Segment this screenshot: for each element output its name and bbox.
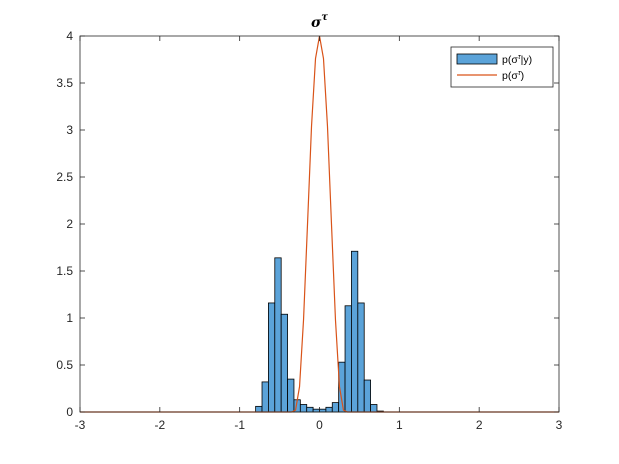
histogram-bar — [306, 406, 314, 413]
x-tick-label: 2 — [476, 418, 483, 432]
x-tick-label: -1 — [234, 418, 245, 432]
histogram-bar — [287, 378, 295, 413]
x-tick-label: 3 — [556, 418, 563, 432]
y-tick-label: 2 — [66, 217, 73, 231]
histogram-bar — [363, 379, 371, 413]
histogram-bar — [312, 408, 320, 413]
y-tick-label: 1.5 — [56, 264, 73, 278]
chart-title: στ — [311, 12, 328, 31]
histogram-bar — [255, 405, 263, 413]
y-tick-label: 3.5 — [56, 76, 73, 90]
legend: p(στ|y) p(στ) — [450, 46, 554, 88]
histogram-bar — [280, 313, 288, 413]
title-base: σ — [311, 15, 322, 31]
histogram-bar — [274, 257, 282, 413]
y-tick-label: 0 — [66, 405, 73, 419]
legend-label: p(στ) — [502, 68, 524, 82]
x-tick-label: 1 — [396, 418, 403, 432]
chart-title-text: στ — [311, 12, 328, 31]
axis-ticks — [79, 35, 560, 413]
histogram-bar — [319, 408, 327, 413]
histogram-bar — [344, 305, 352, 413]
plot-area — [80, 36, 559, 412]
histogram-bar — [370, 404, 378, 413]
y-tick-label: 0.5 — [56, 358, 73, 372]
y-tick-label: 4 — [66, 29, 73, 43]
y-tick-label: 1 — [66, 311, 73, 325]
x-tick-label: -2 — [154, 418, 165, 432]
histogram-bar — [299, 404, 308, 413]
x-tick-label: 0 — [316, 418, 323, 432]
legend-swatch-histogram — [456, 53, 498, 65]
histogram-bar — [261, 381, 269, 413]
y-tick-label: 2.5 — [56, 170, 73, 184]
legend-label: p(στ|y) — [502, 52, 532, 66]
x-tick-label: -3 — [75, 418, 86, 432]
histogram-bar — [268, 302, 276, 413]
title-superscript: τ — [321, 12, 328, 23]
histogram-bar — [351, 250, 359, 413]
histogram-bar — [357, 302, 365, 413]
y-tick-label: 3 — [66, 123, 73, 137]
axis-tick-labels: -3 -2 -1 0 1 2 3 0 0.5 1 1.5 2 2.5 3 3.5 4 — [56, 29, 562, 432]
histogram-bar — [325, 406, 333, 413]
histogram-bar — [331, 402, 340, 413]
